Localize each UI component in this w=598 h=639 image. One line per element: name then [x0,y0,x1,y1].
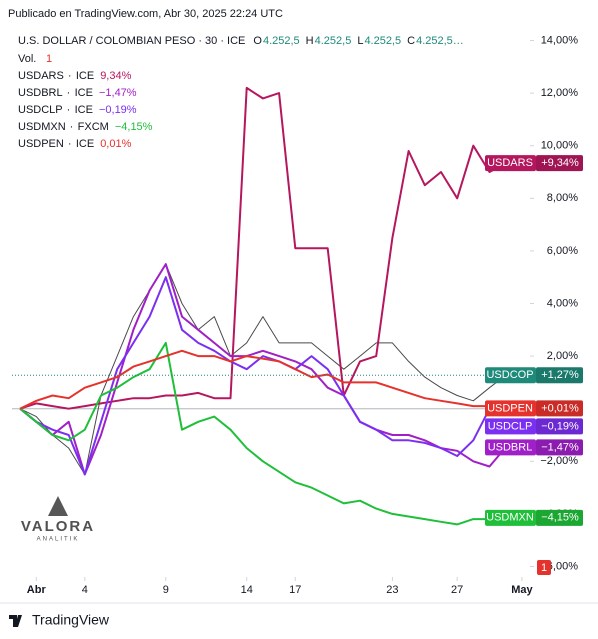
legend-dot: · [68,70,72,82]
tag-name: USDBRL [488,441,533,453]
y-tick-label: 12,00% [541,87,579,99]
tag-value-shade [536,418,583,435]
tag-value-box [536,367,583,384]
tag-name: USDPEN [487,402,533,414]
legend-change: −4,15% [115,121,153,133]
ohlc-value: 4.252,5… [416,35,464,47]
x-tick-label: 4 [82,584,88,596]
watermark-brand: VALORA [21,518,95,535]
y-tick-label: 2,00% [547,350,578,362]
tag-value-shade [536,155,583,172]
tag-value: +9,34% [541,157,579,169]
x-tick-label: 27 [451,584,463,596]
vol-value: 1 [46,53,52,65]
x-tick-label: 14 [241,584,253,596]
legend-name: USDPEN [18,138,64,150]
ohlc-key: L [357,35,363,47]
tag-name-box [485,400,536,417]
plot: 14,00% 12,00% 10,00% 8,00% 6,00% 4,00% 2,00% −2… [12,34,583,596]
tag-value: −1,47% [541,441,579,453]
tag-value: +0,01% [541,402,579,414]
series-line [19,263,507,476]
ohlc-value: 4.252,5 [364,35,401,47]
tag-value-box [536,155,583,172]
legend-name: USDARS [18,70,64,82]
published: Publicado en TradingView.com, Abr 30, 20… [8,8,283,20]
legend-change: 0,01% [100,138,131,150]
legend-dot: · [67,87,71,99]
tag-value-box [536,418,583,435]
tag-value-box [536,439,583,456]
tag-value-shade [536,367,583,384]
legend-name: USDBRL [18,87,63,99]
x-tick-label: 17 [289,584,301,596]
tag-value-box [536,509,583,526]
legend-change: −0,19% [99,104,137,116]
vol-label: Vol. [18,53,36,65]
tag-name-box [485,418,536,435]
tag-value-shade [536,400,583,417]
legend-dot: · [67,104,71,116]
tag-name: USDCLP [488,420,533,432]
tag-name-box [485,439,536,456]
legend-source: ICE [75,87,93,99]
legend-change: −1,47% [99,87,137,99]
legend-source: ICE [76,70,94,82]
tag-name-box [485,367,536,384]
x-tick-label: May [511,584,533,596]
logo-shape [48,496,68,516]
footer-brand: TradingView [32,612,110,628]
series-line [19,341,506,526]
legend-dot: · [70,121,74,133]
series-line [19,86,507,410]
x-tick-label: 23 [386,584,398,596]
legend-name: USDMXN [18,121,66,133]
ohlc-value: 4.252,5 [315,35,352,47]
legend-source: ICE [75,104,93,116]
y-tick-label: −2,00% [540,455,578,467]
tag-name-box [485,509,536,526]
tag-value-box [536,400,583,417]
vol-badge [537,560,551,575]
legend-name: USDCLP [18,104,63,116]
ohlc-key: H [306,35,314,47]
x-tick-label: Abr [27,584,47,596]
watermark: VALORA ANALITIK [21,496,95,543]
tag-value-shade [536,509,583,526]
watermark-sub: ANALITIK [37,537,80,543]
tag-name-box [485,155,536,172]
y-tick-label: 4,00% [547,297,578,309]
series-line [19,349,506,410]
y-tick-label: 6,00% [547,245,578,257]
tag-value: −4,15% [541,512,579,524]
ohlc-key: C [407,35,415,47]
legend-dot: · [68,138,72,150]
tag-value: +1,27% [541,369,579,381]
legend-source: FXCM [78,121,109,133]
y-tick-label: 8,00% [547,192,578,204]
tag-name: USDARS [487,157,533,169]
tag-value: −0,19% [541,420,579,432]
legend-change: 9,34% [100,70,131,82]
ohlc-value: 4.252,5 [263,35,300,47]
y-tick-label: 10,00% [541,140,579,152]
tag-name: USDMXN [486,512,534,524]
header-title: U.S. DOLLAR / COLOMBIAN PESO · 30 · ICE [18,35,245,47]
vol-badge-value: 1 [541,562,547,574]
ohlc-key: O [253,35,262,47]
y-tick-label: 14,00% [541,34,579,46]
legend-source: ICE [76,138,94,150]
tag-value-shade [536,439,583,456]
tv-logo [9,615,22,627]
series-line [19,276,506,476]
x-tick-label: 9 [163,584,169,596]
tag-name: USDCOP [486,369,533,381]
